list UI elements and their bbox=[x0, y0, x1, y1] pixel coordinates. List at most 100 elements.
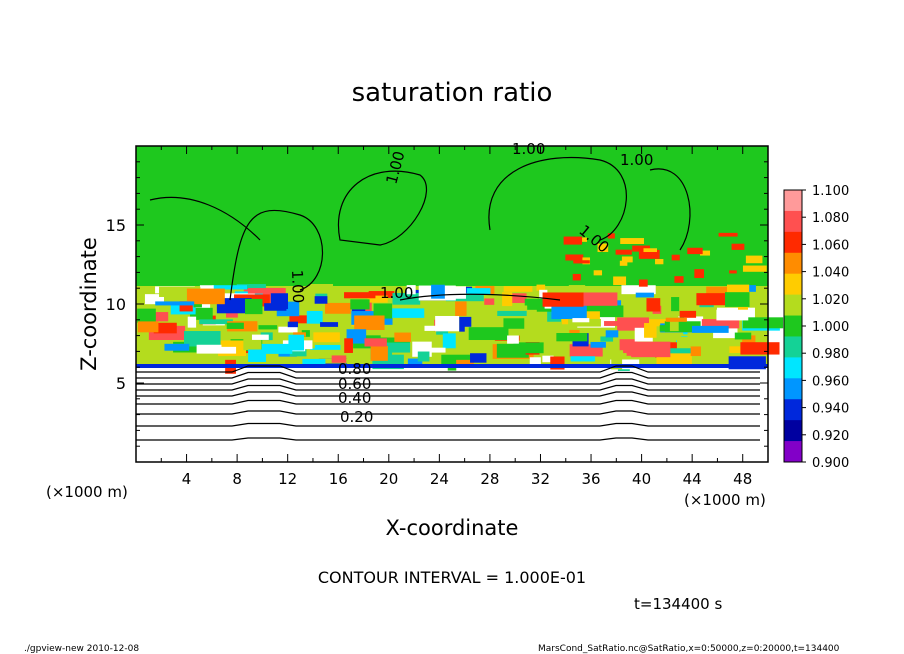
band-cell bbox=[747, 285, 756, 292]
band-cell bbox=[314, 358, 349, 364]
band-cell bbox=[711, 295, 730, 303]
band-cell bbox=[442, 333, 456, 349]
colorbar-swatch bbox=[784, 210, 802, 233]
colorbar-label: 0.940 bbox=[812, 402, 849, 417]
band-cell bbox=[293, 332, 306, 337]
band-cell bbox=[310, 344, 341, 350]
band-cell bbox=[617, 317, 649, 331]
colorbar-label: 1.020 bbox=[812, 293, 849, 308]
band-cell bbox=[565, 254, 584, 261]
band-cell bbox=[509, 293, 527, 303]
x-tick-label: 32 bbox=[531, 470, 550, 488]
band-cell bbox=[734, 332, 752, 340]
colorbar-label: 0.900 bbox=[812, 456, 849, 471]
band-cell bbox=[536, 284, 546, 291]
contour-label: 1.00 bbox=[512, 140, 545, 158]
band-cell bbox=[701, 319, 740, 329]
x-tick-label: 16 bbox=[329, 470, 348, 488]
band-cell bbox=[503, 286, 533, 292]
band-cell bbox=[563, 236, 583, 245]
band-cell bbox=[251, 334, 269, 340]
band-cell bbox=[313, 332, 340, 343]
band-cell bbox=[216, 298, 252, 314]
contour-line bbox=[399, 293, 561, 301]
y-tick-label: 5 bbox=[116, 374, 126, 393]
colorbar-swatch bbox=[784, 378, 802, 400]
y-tick-label: 15 bbox=[106, 216, 126, 235]
band-cell bbox=[671, 297, 680, 312]
colorbar-swatch bbox=[784, 441, 802, 463]
band-cell bbox=[503, 318, 525, 329]
footer-left: ./gpview-new 2010-12-08 bbox=[24, 644, 139, 654]
band-cell bbox=[261, 343, 293, 354]
colorbar-swatch bbox=[784, 420, 802, 442]
band-cell bbox=[572, 318, 590, 323]
band-cell bbox=[407, 358, 423, 368]
band-cell bbox=[137, 321, 159, 333]
colorbar-swatch bbox=[784, 190, 802, 212]
band-cell bbox=[665, 317, 687, 322]
colorbar-label: 0.920 bbox=[812, 429, 849, 444]
band-cell bbox=[742, 265, 767, 272]
band-cell bbox=[725, 292, 750, 307]
band-cell bbox=[613, 276, 627, 286]
band-cell bbox=[466, 288, 491, 294]
band-cell bbox=[568, 285, 586, 291]
band-cell bbox=[455, 301, 467, 316]
band-cell bbox=[456, 359, 474, 366]
band-cell bbox=[621, 285, 656, 295]
colorbar-swatch bbox=[784, 336, 802, 358]
band-cell bbox=[611, 355, 623, 370]
x-tick-label: 40 bbox=[632, 470, 651, 488]
contour-line bbox=[149, 196, 261, 241]
band-cell bbox=[183, 331, 221, 347]
band-cell bbox=[605, 330, 619, 338]
colorbar-label: 0.980 bbox=[812, 347, 849, 362]
band-cell bbox=[179, 301, 193, 312]
colorbar-swatch bbox=[784, 357, 802, 379]
band-cell bbox=[690, 346, 701, 357]
plot-area bbox=[135, 145, 784, 463]
colorbar-swatch bbox=[784, 231, 802, 254]
band-cell bbox=[288, 334, 305, 351]
z-unit-label: (×1000 m) bbox=[684, 491, 766, 509]
band-edge bbox=[136, 364, 768, 368]
y-axis: 5 10 15 bbox=[106, 161, 768, 447]
band-cell bbox=[593, 270, 603, 276]
contour-lines bbox=[136, 156, 760, 441]
band-cell bbox=[694, 269, 705, 279]
band-cell bbox=[187, 316, 197, 328]
x-tick-label: 48 bbox=[733, 470, 752, 488]
band-cell bbox=[306, 310, 323, 324]
band-cell bbox=[368, 291, 395, 298]
band-cell bbox=[740, 342, 780, 355]
band-cell bbox=[199, 319, 233, 325]
band-cell bbox=[529, 357, 541, 369]
contour-label: 1.00 bbox=[380, 284, 413, 302]
colorbar-swatch bbox=[784, 294, 802, 317]
band-cell bbox=[314, 296, 328, 304]
band-cell bbox=[623, 341, 633, 354]
contour-line bbox=[136, 391, 760, 397]
colorbar-labels: 1.100 1.080 1.060 1.040 1.020 1.000 0.980 0.960… bbox=[802, 184, 849, 471]
band-cell bbox=[572, 273, 581, 281]
contour-line bbox=[136, 384, 760, 391]
band-cell bbox=[638, 279, 648, 287]
band-cell bbox=[370, 345, 388, 361]
band-cell bbox=[431, 284, 445, 299]
colorbar-label: 1.080 bbox=[812, 211, 849, 226]
band-cell bbox=[226, 309, 238, 318]
colorbar-swatch bbox=[784, 315, 802, 337]
band-cell bbox=[513, 342, 544, 354]
band-cell bbox=[287, 321, 299, 328]
y-axis-label: Z-coordinate bbox=[77, 237, 101, 371]
colorbar-label: 1.000 bbox=[812, 320, 849, 335]
band-cell bbox=[278, 326, 298, 333]
band-cell bbox=[153, 322, 177, 334]
band-cell bbox=[367, 295, 388, 303]
band-cell bbox=[570, 356, 596, 362]
contour-line bbox=[136, 378, 760, 385]
x-tick-label: 4 bbox=[182, 470, 192, 488]
band-cell bbox=[679, 310, 697, 318]
